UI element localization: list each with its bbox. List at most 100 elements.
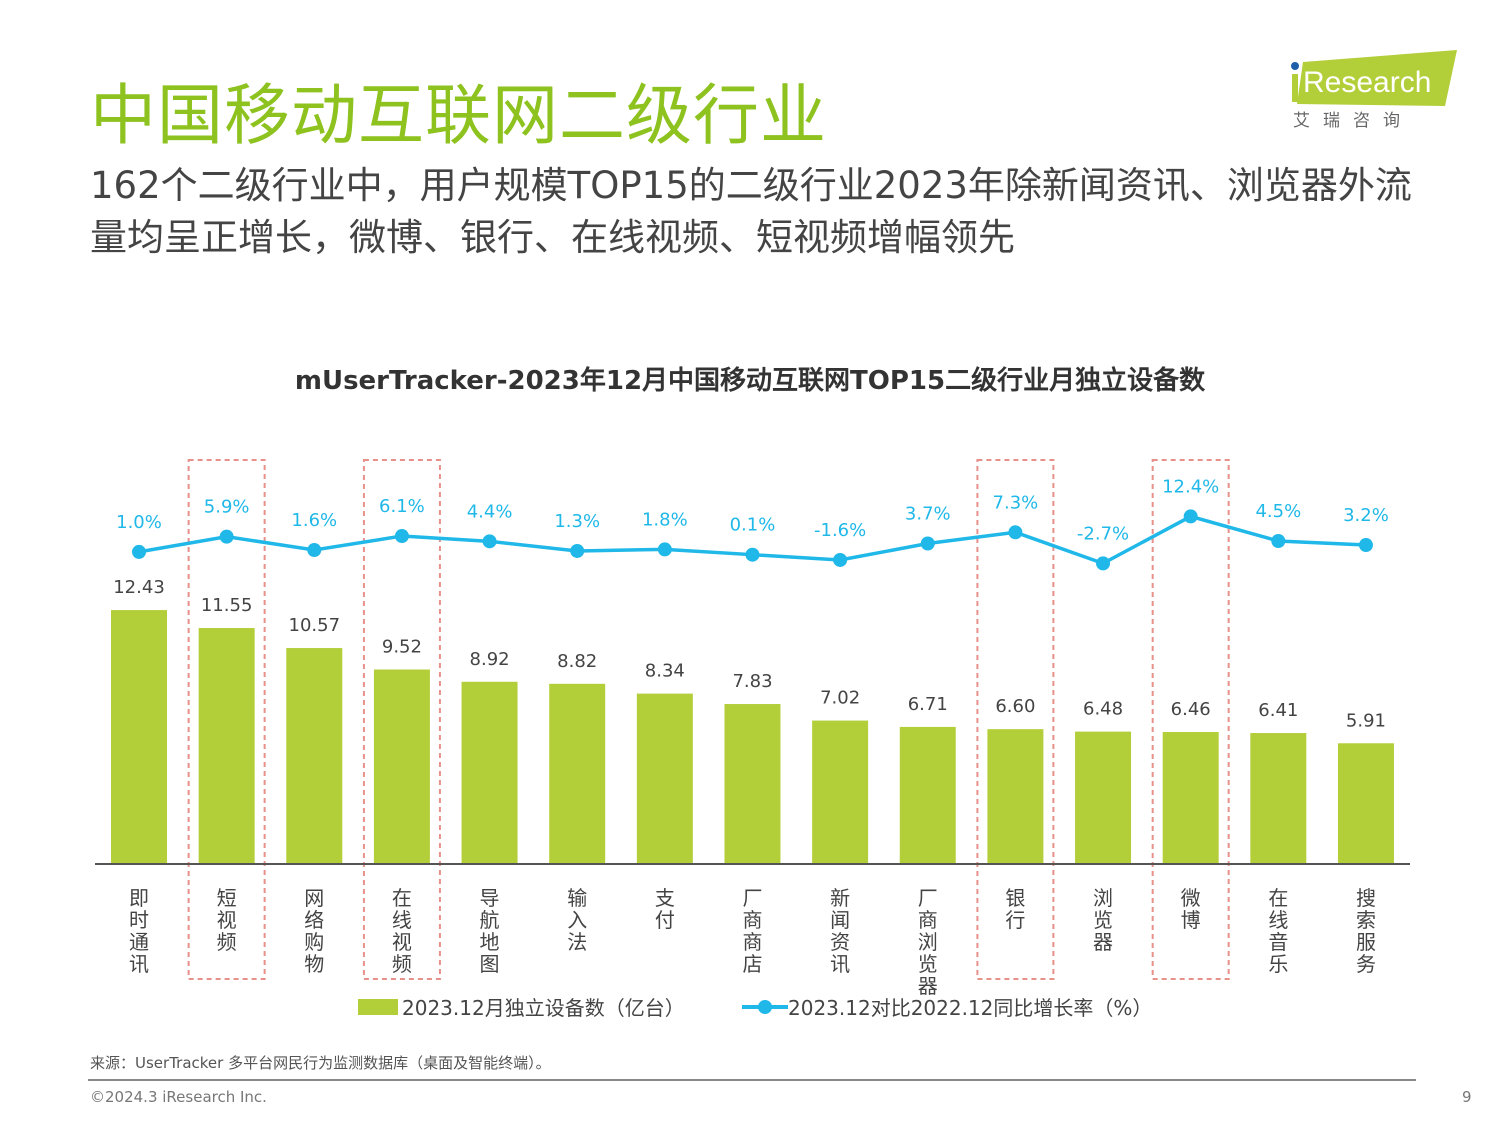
category-label-char: 索 [1356, 908, 1376, 932]
category-label-char: 购 [304, 930, 324, 954]
growth-point [1008, 525, 1023, 540]
growth-label: 7.3% [993, 492, 1039, 513]
growth-point [307, 543, 322, 558]
category-label-char: 搜 [1356, 886, 1376, 910]
bar-value-label: 8.92 [470, 649, 510, 670]
legend-bar-label: 2023.12月独立设备数（亿台） [402, 996, 685, 1020]
growth-label: 1.8% [642, 509, 688, 530]
category-label-char: 新 [830, 886, 850, 910]
svg-text:艾瑞咨询: 艾瑞咨询 [1293, 111, 1413, 131]
growth-label: 1.6% [291, 510, 337, 531]
bar [111, 610, 167, 864]
bar [636, 693, 693, 864]
category-label-char: 浏 [918, 930, 938, 954]
highlight-box [362, 459, 441, 980]
growth-point [570, 543, 585, 558]
category-label-char: 闻 [830, 908, 850, 932]
category-label-char: 店 [742, 952, 762, 976]
growth-point [1183, 509, 1198, 524]
bar-value-label: 8.82 [557, 651, 597, 672]
category-label-char: 视 [392, 930, 412, 954]
growth-label: 1.0% [116, 512, 162, 533]
category-label-char: 视 [217, 908, 237, 932]
growth-label: 4.4% [467, 501, 513, 522]
category-label-char: 行 [1005, 908, 1025, 932]
category-label-char: 在 [392, 886, 412, 910]
highlight-box [187, 459, 266, 980]
bar [373, 669, 430, 864]
category-label-char: 器 [1093, 930, 1113, 954]
category-label-char: 览 [1093, 908, 1113, 932]
growth-label: 0.1% [730, 515, 776, 536]
growth-label: 3.2% [1343, 505, 1389, 526]
page-number: 9 [1462, 1088, 1472, 1106]
chart-title: mUserTracker-2023年12月中国移动互联网TOP15二级行业月独立… [294, 366, 1206, 396]
category-label-char: 络 [304, 908, 324, 932]
bar-value-label: 11.55 [201, 595, 253, 616]
category-label-char: 服 [1356, 930, 1376, 954]
growth-point [394, 529, 409, 544]
category-label-char: 输 [567, 886, 587, 910]
category-label-char: 览 [918, 952, 938, 976]
category-label-char: 即 [129, 886, 149, 910]
footer-divider [88, 1079, 1416, 1081]
category-label-char: 支 [655, 886, 675, 910]
bar [812, 720, 869, 864]
growth-point [1096, 556, 1111, 571]
category-label-char: 博 [1181, 908, 1201, 932]
bar [1250, 733, 1307, 864]
category-label-char: 务 [1356, 952, 1376, 976]
category-label-char: 资 [830, 930, 850, 954]
source-note: 来源：UserTracker 多平台网民行为监测数据库（桌面及智能终端）。 [90, 1054, 551, 1072]
category-label-char: 时 [129, 908, 149, 932]
category-label-char: 音 [1268, 930, 1288, 954]
bar [198, 628, 255, 864]
category-label-char: 乐 [1268, 952, 1288, 976]
bar [549, 683, 606, 864]
category-label-char: 网 [304, 886, 324, 910]
category-label-char: 在 [1268, 886, 1288, 910]
category-label-char: 物 [304, 952, 324, 976]
bar-value-label: 9.52 [382, 637, 422, 658]
category-label-char: 讯 [830, 952, 850, 976]
bar [1337, 743, 1394, 864]
highlight-box [1151, 459, 1230, 980]
category-label-char: 微 [1181, 886, 1201, 910]
page-title: 中国移动互联网二级行业 [90, 77, 827, 154]
category-label-char: 法 [567, 930, 587, 954]
legend-line-label: 2023.12对比2022.12同比增长率（%） [788, 996, 1153, 1020]
legend-line: 2023.12对比2022.12同比增长率（%） [742, 992, 1152, 1021]
bar [1075, 731, 1132, 864]
growth-label: 1.3% [554, 511, 600, 532]
category-label-char: 通 [129, 930, 149, 954]
growth-point [1271, 534, 1286, 549]
category-label-char: 航 [480, 908, 500, 932]
bar-value-label: 7.83 [732, 671, 772, 692]
bar-value-label: 7.02 [820, 688, 860, 709]
category-label-char: 图 [480, 952, 500, 976]
category-label-char: 线 [392, 908, 412, 932]
category-label-char: 商 [918, 908, 938, 932]
bar-value-label: 6.48 [1083, 699, 1123, 720]
growth-point [1358, 538, 1373, 553]
growth-label: 3.7% [905, 503, 951, 524]
growth-label: 4.5% [1255, 501, 1301, 522]
bar-value-label: 5.91 [1346, 710, 1386, 731]
bar-value-label: 12.43 [113, 577, 165, 598]
growth-point [657, 542, 672, 557]
category-label-char: 商 [742, 908, 762, 932]
growth-label: -1.6% [814, 520, 866, 541]
category-label-char: 导 [480, 886, 500, 910]
category-label-char: 商 [742, 930, 762, 954]
growth-label: 6.1% [379, 496, 425, 517]
category-label-char: 付 [655, 908, 675, 932]
growth-point [920, 536, 935, 551]
growth-point [219, 529, 234, 544]
bar [286, 648, 343, 864]
growth-point [833, 552, 848, 567]
bar-value-label: 8.34 [645, 661, 685, 682]
category-label-char: 短 [217, 886, 237, 910]
growth-point [482, 534, 497, 549]
